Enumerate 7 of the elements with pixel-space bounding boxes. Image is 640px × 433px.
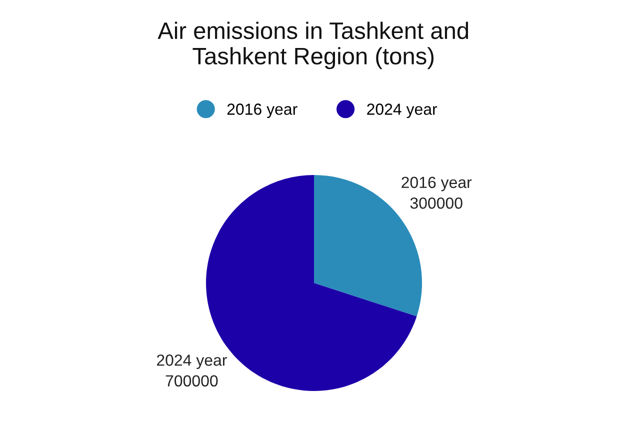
data-label: 700000 [166,375,218,387]
data-label: 300000 [410,197,462,209]
slice-label: 2024 year [156,354,227,369]
legend-label: 2024 year [367,104,438,118]
legend-label: 2016 year [227,104,298,118]
chart-title: Air emissions in Tashkent and Tashkent Region (tons) [158,22,468,70]
slice-label: 2016 year [402,176,472,192]
